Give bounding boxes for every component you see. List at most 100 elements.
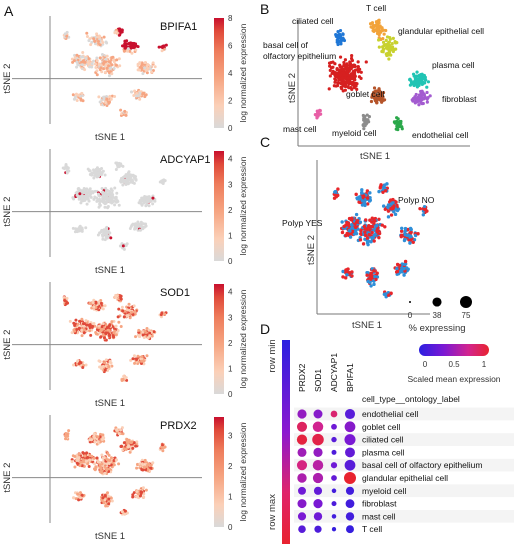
cell-point-basal-cell-of-olfactory-epithelium bbox=[350, 58, 354, 63]
cell-point bbox=[101, 228, 105, 232]
cell-point bbox=[65, 296, 69, 300]
row-gradient-bar bbox=[282, 340, 290, 544]
colorbar-tick: 3 bbox=[228, 313, 233, 322]
cell-point-basal-cell-of-olfactory-epithelium bbox=[340, 78, 344, 82]
cell-point bbox=[89, 43, 93, 47]
cell-point bbox=[131, 357, 135, 361]
cell-point bbox=[125, 39, 129, 43]
cell-point bbox=[138, 494, 142, 498]
cell-point-T-cell bbox=[374, 27, 378, 32]
cell-point bbox=[403, 226, 408, 231]
cell-point-goblet-cell bbox=[378, 92, 383, 96]
cell-point-ciliated-cell bbox=[336, 30, 340, 34]
cell-point bbox=[133, 226, 137, 230]
cell-point bbox=[115, 458, 119, 462]
cell-point bbox=[105, 467, 109, 471]
dotplot-dot bbox=[297, 499, 307, 509]
cell-point-plasma-cell bbox=[418, 77, 422, 81]
cell-point-basal-cell-of-olfactory-epithelium bbox=[333, 74, 338, 78]
cell-point bbox=[153, 65, 157, 69]
cell-point bbox=[161, 449, 165, 453]
cell-point-fibroblast bbox=[411, 96, 416, 101]
y-axis-title: tSNE 2 bbox=[2, 463, 13, 493]
cell-point bbox=[78, 228, 82, 232]
cell-point bbox=[133, 222, 137, 226]
colorbar-tick: 2 bbox=[228, 339, 233, 348]
dotplot-dot bbox=[345, 499, 355, 509]
cell-point bbox=[122, 441, 126, 445]
cell-point-plasma-cell bbox=[414, 74, 418, 78]
cell-point bbox=[120, 242, 124, 246]
cell-point bbox=[92, 434, 96, 438]
cell-point bbox=[84, 226, 88, 230]
cell-point-glandular-epithelial-cell bbox=[393, 41, 398, 45]
cell-point bbox=[145, 71, 149, 75]
colorbar-tick: 4 bbox=[228, 288, 233, 297]
cell-point bbox=[78, 192, 82, 196]
cell-point bbox=[340, 220, 344, 224]
cell-point-goblet-cell bbox=[373, 98, 377, 102]
cell-point bbox=[86, 462, 90, 466]
cell-point bbox=[84, 194, 88, 198]
colorbar-tick: 4 bbox=[228, 155, 233, 164]
cell-point bbox=[125, 308, 129, 312]
cell-point bbox=[163, 179, 167, 183]
cell-point bbox=[363, 233, 368, 238]
cell-point bbox=[91, 460, 95, 464]
cell-point-basal-cell-of-olfactory-epithelium bbox=[351, 71, 355, 75]
cell-point-basal-cell-of-olfactory-epithelium bbox=[327, 61, 332, 65]
cell-point bbox=[159, 315, 163, 319]
cell-point bbox=[355, 197, 360, 201]
cell-point bbox=[148, 331, 152, 335]
cell-point bbox=[94, 467, 98, 471]
cell-point-T-cell bbox=[384, 28, 388, 33]
cell-point bbox=[160, 45, 164, 49]
feature-plot-bpifa1: BPIFA1 tSNE 1 tSNE 2 0 2 4 6 8 log normalized ex… bbox=[2, 14, 248, 143]
cell-point-fibroblast bbox=[417, 103, 421, 107]
dotplot-row-label: glandular epithelial cell bbox=[362, 473, 448, 483]
cell-point bbox=[78, 319, 82, 323]
dotplot-dot bbox=[312, 472, 324, 484]
cell-point-basal-cell-of-olfactory-epithelium bbox=[332, 84, 336, 88]
colorbar-tick: 0 bbox=[228, 257, 233, 266]
cell-point bbox=[354, 192, 358, 197]
cell-point bbox=[88, 173, 92, 177]
cell-point-ciliated-cell bbox=[341, 32, 345, 37]
cell-point bbox=[373, 219, 377, 223]
feature-plot-adcyap1: ADCYAP1 tSNE 1 tSNE 2 0 1 2 3 4 log normalized e… bbox=[2, 149, 248, 276]
cell-point bbox=[73, 95, 77, 99]
cell-point bbox=[80, 493, 84, 497]
cell-point bbox=[98, 359, 102, 363]
scaled-mean-legend: 0 0.5 1 Scaled mean expression bbox=[407, 344, 501, 384]
dotplot-dot bbox=[330, 462, 338, 469]
dotplot-row-header: cell_type__ontology_label bbox=[362, 394, 460, 404]
cell-point bbox=[395, 267, 399, 271]
cell-point bbox=[374, 224, 378, 228]
cell-point bbox=[63, 32, 67, 36]
cell-point bbox=[94, 171, 98, 175]
cell-point bbox=[368, 275, 373, 280]
cell-point bbox=[100, 325, 104, 329]
cell-point bbox=[406, 267, 410, 271]
cell-point bbox=[81, 50, 85, 54]
cell-point bbox=[73, 323, 77, 327]
cell-point bbox=[94, 42, 98, 46]
cell-point bbox=[97, 95, 101, 99]
cell-point bbox=[92, 59, 96, 63]
cell-point bbox=[160, 180, 164, 184]
dotplot-dot bbox=[331, 475, 337, 481]
cell-point bbox=[114, 167, 118, 171]
cell-point bbox=[418, 206, 422, 211]
cell-point-T-cell bbox=[376, 19, 380, 23]
cell-point-endothelial-cell bbox=[396, 125, 400, 129]
cell-point bbox=[76, 63, 80, 67]
cell-point bbox=[107, 458, 111, 462]
cell-point bbox=[83, 60, 87, 64]
label-ciliated-cell: ciliated cell bbox=[292, 16, 334, 26]
cell-point bbox=[79, 496, 83, 500]
colorbar bbox=[214, 417, 224, 527]
cell-point bbox=[412, 238, 417, 242]
cell-point bbox=[82, 464, 86, 468]
cell-point bbox=[109, 236, 113, 240]
cell-point bbox=[127, 302, 131, 306]
